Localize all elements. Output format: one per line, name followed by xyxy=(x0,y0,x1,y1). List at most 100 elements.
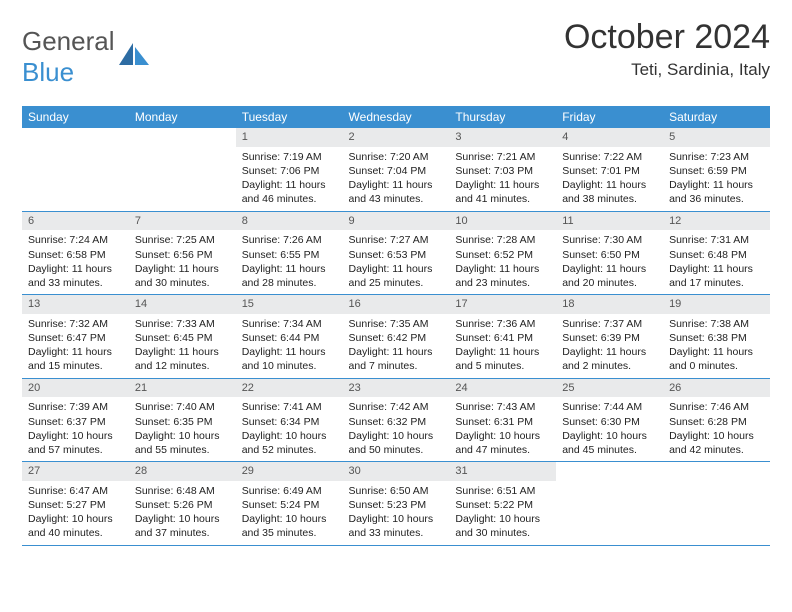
daylight-text-1: Daylight: 11 hours xyxy=(135,345,230,359)
day-body: Sunrise: 7:30 AMSunset: 6:50 PMDaylight:… xyxy=(556,230,663,294)
sunset-text: Sunset: 7:06 PM xyxy=(242,164,337,178)
calendar-day-cell: 18Sunrise: 7:37 AMSunset: 6:39 PMDayligh… xyxy=(556,295,663,379)
calendar-day-cell xyxy=(22,128,129,211)
day-body: Sunrise: 7:19 AMSunset: 7:06 PMDaylight:… xyxy=(236,147,343,211)
daylight-text-2: and 36 minutes. xyxy=(669,192,764,206)
sunrise-text: Sunrise: 7:37 AM xyxy=(562,317,657,331)
calendar-day-cell: 16Sunrise: 7:35 AMSunset: 6:42 PMDayligh… xyxy=(343,295,450,379)
sunrise-text: Sunrise: 6:47 AM xyxy=(28,484,123,498)
daylight-text-1: Daylight: 11 hours xyxy=(349,262,444,276)
calendar-day-cell: 2Sunrise: 7:20 AMSunset: 7:04 PMDaylight… xyxy=(343,128,450,211)
day-number: 26 xyxy=(663,379,770,398)
calendar-day-cell: 9Sunrise: 7:27 AMSunset: 6:53 PMDaylight… xyxy=(343,211,450,295)
sunset-text: Sunset: 5:23 PM xyxy=(349,498,444,512)
day-body: Sunrise: 6:51 AMSunset: 5:22 PMDaylight:… xyxy=(449,481,556,545)
day-number: 27 xyxy=(22,462,129,481)
sunset-text: Sunset: 6:56 PM xyxy=(135,248,230,262)
weekday-header: Thursday xyxy=(449,106,556,128)
sunset-text: Sunset: 6:44 PM xyxy=(242,331,337,345)
daylight-text-2: and 57 minutes. xyxy=(28,443,123,457)
calendar-week-row: 27Sunrise: 6:47 AMSunset: 5:27 PMDayligh… xyxy=(22,462,770,546)
day-body: Sunrise: 7:22 AMSunset: 7:01 PMDaylight:… xyxy=(556,147,663,211)
day-number: 24 xyxy=(449,379,556,398)
day-body: Sunrise: 7:20 AMSunset: 7:04 PMDaylight:… xyxy=(343,147,450,211)
daylight-text-1: Daylight: 11 hours xyxy=(669,178,764,192)
day-body: Sunrise: 7:46 AMSunset: 6:28 PMDaylight:… xyxy=(663,397,770,461)
daylight-text-2: and 35 minutes. xyxy=(242,526,337,540)
sunrise-text: Sunrise: 7:32 AM xyxy=(28,317,123,331)
day-body: Sunrise: 6:48 AMSunset: 5:26 PMDaylight:… xyxy=(129,481,236,545)
logo-word-2: Blue xyxy=(22,57,74,87)
day-number: 4 xyxy=(556,128,663,147)
daylight-text-2: and 7 minutes. xyxy=(349,359,444,373)
day-body: Sunrise: 7:41 AMSunset: 6:34 PMDaylight:… xyxy=(236,397,343,461)
day-number: 16 xyxy=(343,295,450,314)
calendar-day-cell: 8Sunrise: 7:26 AMSunset: 6:55 PMDaylight… xyxy=(236,211,343,295)
sunrise-text: Sunrise: 7:33 AM xyxy=(135,317,230,331)
daylight-text-1: Daylight: 11 hours xyxy=(455,178,550,192)
daylight-text-2: and 42 minutes. xyxy=(669,443,764,457)
sunset-text: Sunset: 6:55 PM xyxy=(242,248,337,262)
sunrise-text: Sunrise: 6:48 AM xyxy=(135,484,230,498)
day-number xyxy=(663,462,770,481)
calendar-day-cell: 21Sunrise: 7:40 AMSunset: 6:35 PMDayligh… xyxy=(129,378,236,462)
day-body: Sunrise: 7:26 AMSunset: 6:55 PMDaylight:… xyxy=(236,230,343,294)
logo: General Blue xyxy=(22,18,149,88)
sunrise-text: Sunrise: 7:23 AM xyxy=(669,150,764,164)
day-body: Sunrise: 7:37 AMSunset: 6:39 PMDaylight:… xyxy=(556,314,663,378)
daylight-text-2: and 10 minutes. xyxy=(242,359,337,373)
weekday-header: Wednesday xyxy=(343,106,450,128)
daylight-text-1: Daylight: 11 hours xyxy=(242,262,337,276)
sunset-text: Sunset: 6:31 PM xyxy=(455,415,550,429)
daylight-text-2: and 37 minutes. xyxy=(135,526,230,540)
sunset-text: Sunset: 5:24 PM xyxy=(242,498,337,512)
sunrise-text: Sunrise: 7:19 AM xyxy=(242,150,337,164)
sunrise-text: Sunrise: 7:27 AM xyxy=(349,233,444,247)
sunset-text: Sunset: 6:37 PM xyxy=(28,415,123,429)
sunset-text: Sunset: 6:30 PM xyxy=(562,415,657,429)
daylight-text-1: Daylight: 10 hours xyxy=(135,512,230,526)
sunset-text: Sunset: 6:41 PM xyxy=(455,331,550,345)
daylight-text-2: and 46 minutes. xyxy=(242,192,337,206)
day-number: 31 xyxy=(449,462,556,481)
sunset-text: Sunset: 6:45 PM xyxy=(135,331,230,345)
weekday-header-row: Sunday Monday Tuesday Wednesday Thursday… xyxy=(22,106,770,128)
day-number: 3 xyxy=(449,128,556,147)
day-number xyxy=(22,128,129,147)
day-body: Sunrise: 7:25 AMSunset: 6:56 PMDaylight:… xyxy=(129,230,236,294)
sunrise-text: Sunrise: 7:21 AM xyxy=(455,150,550,164)
calendar-day-cell: 11Sunrise: 7:30 AMSunset: 6:50 PMDayligh… xyxy=(556,211,663,295)
sunset-text: Sunset: 6:32 PM xyxy=(349,415,444,429)
daylight-text-2: and 43 minutes. xyxy=(349,192,444,206)
calendar-day-cell: 29Sunrise: 6:49 AMSunset: 5:24 PMDayligh… xyxy=(236,462,343,546)
day-body: Sunrise: 7:43 AMSunset: 6:31 PMDaylight:… xyxy=(449,397,556,461)
title-block: October 2024 Teti, Sardinia, Italy xyxy=(564,18,770,80)
daylight-text-1: Daylight: 11 hours xyxy=(669,345,764,359)
daylight-text-2: and 20 minutes. xyxy=(562,276,657,290)
day-body: Sunrise: 7:33 AMSunset: 6:45 PMDaylight:… xyxy=(129,314,236,378)
day-number: 6 xyxy=(22,212,129,231)
sunrise-text: Sunrise: 7:26 AM xyxy=(242,233,337,247)
daylight-text-2: and 17 minutes. xyxy=(669,276,764,290)
weekday-header: Saturday xyxy=(663,106,770,128)
sunset-text: Sunset: 6:52 PM xyxy=(455,248,550,262)
calendar-day-cell: 26Sunrise: 7:46 AMSunset: 6:28 PMDayligh… xyxy=(663,378,770,462)
calendar-day-cell: 12Sunrise: 7:31 AMSunset: 6:48 PMDayligh… xyxy=(663,211,770,295)
sunrise-text: Sunrise: 6:49 AM xyxy=(242,484,337,498)
calendar-day-cell: 6Sunrise: 7:24 AMSunset: 6:58 PMDaylight… xyxy=(22,211,129,295)
sunset-text: Sunset: 6:59 PM xyxy=(669,164,764,178)
sunrise-text: Sunrise: 7:30 AM xyxy=(562,233,657,247)
weekday-header: Sunday xyxy=(22,106,129,128)
calendar-week-row: 13Sunrise: 7:32 AMSunset: 6:47 PMDayligh… xyxy=(22,295,770,379)
sunset-text: Sunset: 6:53 PM xyxy=(349,248,444,262)
sunrise-text: Sunrise: 7:41 AM xyxy=(242,400,337,414)
day-number: 21 xyxy=(129,379,236,398)
daylight-text-1: Daylight: 10 hours xyxy=(242,429,337,443)
daylight-text-1: Daylight: 10 hours xyxy=(28,512,123,526)
sunset-text: Sunset: 6:50 PM xyxy=(562,248,657,262)
daylight-text-1: Daylight: 10 hours xyxy=(455,429,550,443)
calendar-week-row: 20Sunrise: 7:39 AMSunset: 6:37 PMDayligh… xyxy=(22,378,770,462)
sunset-text: Sunset: 7:03 PM xyxy=(455,164,550,178)
daylight-text-2: and 23 minutes. xyxy=(455,276,550,290)
day-body: Sunrise: 6:49 AMSunset: 5:24 PMDaylight:… xyxy=(236,481,343,545)
